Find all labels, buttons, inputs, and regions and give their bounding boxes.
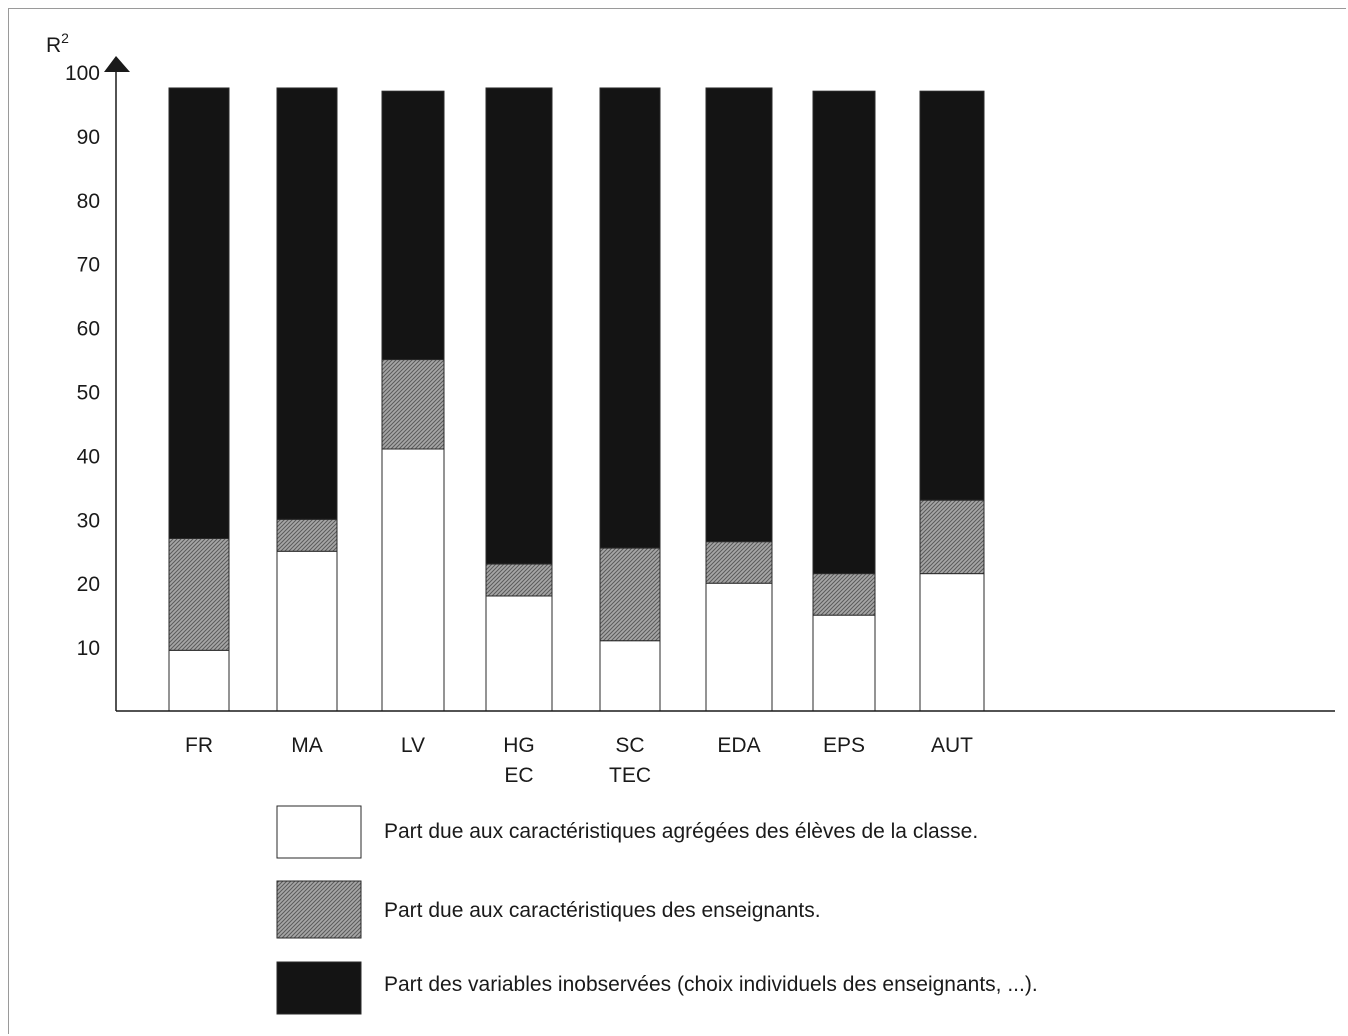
y-tick-label: 30 <box>77 509 100 532</box>
bar-segment-3 <box>599 87 661 549</box>
x-category-label: EPS <box>823 734 865 757</box>
bar-segment-1 <box>168 649 230 712</box>
bar-segment-1 <box>705 582 773 712</box>
bar-segment-2 <box>599 547 661 642</box>
y-axis-title: R2 <box>46 30 69 57</box>
bar-segment-3 <box>276 87 338 520</box>
x-category-label: FR <box>185 734 213 757</box>
bar-segment-3 <box>381 90 445 361</box>
y-tick-label: 40 <box>77 445 100 468</box>
x-category-label: HG <box>503 734 535 757</box>
legend-label: Part due aux caractéristiques agrégées d… <box>384 820 978 843</box>
legend-label: Part due aux caractéristiques des enseig… <box>384 899 821 922</box>
bar-segment-2 <box>168 537 230 651</box>
x-axis-labels: FR MA LV HG EC SC TEC EDA EPS AUT <box>185 734 973 787</box>
bar-segment-2 <box>919 499 985 575</box>
y-tick-label: 20 <box>77 573 100 596</box>
x-category-label: TEC <box>609 764 651 787</box>
legend-swatch <box>276 880 362 939</box>
y-tick-label: 60 <box>77 318 100 341</box>
x-category-label: SC <box>615 734 644 757</box>
bar-segment-3 <box>485 87 553 565</box>
bar-segment-3 <box>812 90 876 575</box>
y-tick-label: 90 <box>77 126 100 149</box>
bar-segment-2 <box>812 573 876 616</box>
y-axis-arrow-icon <box>104 56 130 72</box>
bar-segment-2 <box>485 563 553 597</box>
x-category-label: EC <box>504 764 533 787</box>
bar-segment-1 <box>599 640 661 712</box>
bar-segment-1 <box>919 573 985 712</box>
figure-frame <box>8 8 1346 1034</box>
bar-segment-1 <box>381 448 445 712</box>
bar-segment-1 <box>276 550 338 712</box>
bar-segment-3 <box>705 87 773 543</box>
y-tick-label: 70 <box>77 254 100 277</box>
legend-label: Part des variables inobservées (choix in… <box>384 973 1038 996</box>
bar-segment-1 <box>485 595 553 712</box>
legend: Part due aux caractéristiques agrégées d… <box>276 805 1038 1015</box>
bar-segment-1 <box>812 614 876 712</box>
x-category-label: MA <box>291 734 323 757</box>
y-tick-label: 50 <box>77 382 100 405</box>
x-category-label: EDA <box>717 734 760 757</box>
bar-segment-2 <box>381 359 445 450</box>
y-tick-label: 80 <box>77 190 100 213</box>
y-axis-ticks: 10 20 30 40 50 60 70 80 90 100 <box>65 62 100 660</box>
bars <box>168 87 985 712</box>
legend-swatch <box>276 961 362 1015</box>
x-category-label: AUT <box>931 734 973 757</box>
bar-segment-3 <box>919 90 985 501</box>
y-tick-label: 100 <box>65 62 100 85</box>
bar-segment-3 <box>168 87 230 539</box>
y-tick-label: 10 <box>77 637 100 660</box>
x-category-label: LV <box>401 734 425 757</box>
bar-segment-2 <box>276 518 338 552</box>
legend-swatch <box>276 805 362 859</box>
bar-segment-2 <box>705 541 773 584</box>
